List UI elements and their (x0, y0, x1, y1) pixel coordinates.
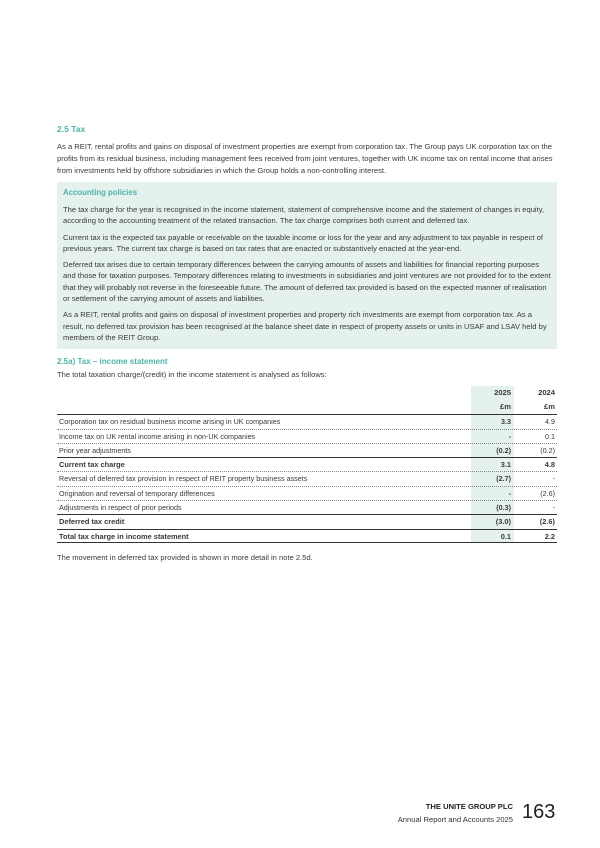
table-row: Prior year adjustments (0.2) (0.2) (57, 442, 557, 457)
cell-v2025: - (508, 488, 511, 498)
footer-report: Annual Report and Accounts 2025 (397, 815, 513, 824)
cell-v2025: (2.7) (496, 474, 511, 484)
cell-v2025: (3.0) (495, 517, 511, 527)
cell-v2024: (0.2) (540, 445, 555, 455)
table-row: Adjustments in respect of prior periods (… (57, 500, 557, 514)
cell-v2025: - (508, 431, 511, 441)
cell-label: Current tax charge (59, 460, 125, 470)
policy-paragraph: As a REIT, rental profits and gains on d… (63, 310, 547, 342)
cell-label: Prior year adjustments (59, 445, 131, 455)
footer-company: THE UNITE GROUP PLC (425, 802, 513, 811)
intro-paragraph: As a REIT, rental profits and gains on d… (57, 142, 553, 175)
cell-v2024: (2.6) (539, 517, 555, 527)
cell-label: Corporation tax on residual business inc… (59, 417, 281, 427)
table-row: Total tax charge in income statement 0.1 2… (57, 528, 557, 543)
section-title: 2.5 Tax (57, 124, 86, 134)
unit-2025: £m (500, 402, 511, 412)
accounting-policies-box: Accounting policies The tax charge for t… (57, 182, 557, 350)
table-note: The movement in deferred tax provided is… (57, 552, 313, 562)
tax-table: 2025 2024 £m £m Corporation tax on resid… (57, 386, 557, 543)
cell-v2025: 3.3 (501, 417, 511, 427)
cell-v2024: (2.6) (540, 488, 555, 498)
cell-v2025: 0.1 (500, 531, 511, 541)
table-row: Reversal of deferred tax provision in re… (57, 471, 557, 485)
cell-v2024: - (552, 474, 555, 484)
year-header: 2025 2024 (57, 386, 557, 400)
policy-paragraph: Deferred tax arises due to certain tempo… (63, 260, 551, 304)
table-row: Income tax on UK rental income arising i… (57, 428, 557, 443)
cell-v2024: 4.9 (545, 417, 555, 427)
table-body: Corporation tax on residual business inc… (57, 414, 557, 543)
year-2024: 2024 (538, 388, 555, 398)
cell-label: Total tax charge in income statement (59, 531, 189, 541)
cell-label: Reversal of deferred tax provision in re… (59, 474, 308, 484)
cell-v2024: 4.8 (544, 460, 555, 470)
policy-paragraph: Current tax is the expected tax payable … (63, 232, 543, 253)
cell-label: Deferred tax credit (59, 517, 125, 527)
cell-v2024: 0.1 (545, 431, 555, 441)
page-number: 163 (522, 801, 556, 823)
cell-v2025: (0.3) (496, 503, 511, 513)
cell-v2024: 2.2 (544, 531, 555, 541)
unit-header: £m £m (57, 400, 557, 414)
cell-label: Income tax on UK rental income arising i… (59, 431, 256, 441)
year-2025: 2025 (494, 388, 511, 398)
cell-v2025: 3.1 (500, 460, 511, 470)
subsection-title: 2.5a) Tax – income statement (57, 357, 168, 367)
policies-title: Accounting policies (63, 188, 138, 197)
cell-label: Origination and reversal of temporary di… (59, 488, 215, 498)
table-row: Deferred tax credit (3.0) (2.6) (57, 514, 557, 528)
cell-v2025: (0.2) (496, 445, 511, 455)
page-content: 2.5 Tax As a REIT, rental profits and ga… (57, 123, 557, 563)
current-year-highlight (471, 386, 514, 543)
table-row: Current tax charge 3.1 4.8 (57, 457, 557, 471)
policy-paragraph: The tax charge for the year is recognise… (63, 205, 545, 226)
table-row: Origination and reversal of temporary di… (57, 485, 557, 500)
cell-label: Adjustments in respect of prior periods (59, 503, 182, 513)
table-intro: The total taxation charge/(credit) in th… (57, 370, 327, 380)
table-row: Corporation tax on residual business inc… (57, 414, 557, 428)
cell-v2024: - (552, 503, 555, 513)
unit-2024: £m (544, 402, 555, 412)
